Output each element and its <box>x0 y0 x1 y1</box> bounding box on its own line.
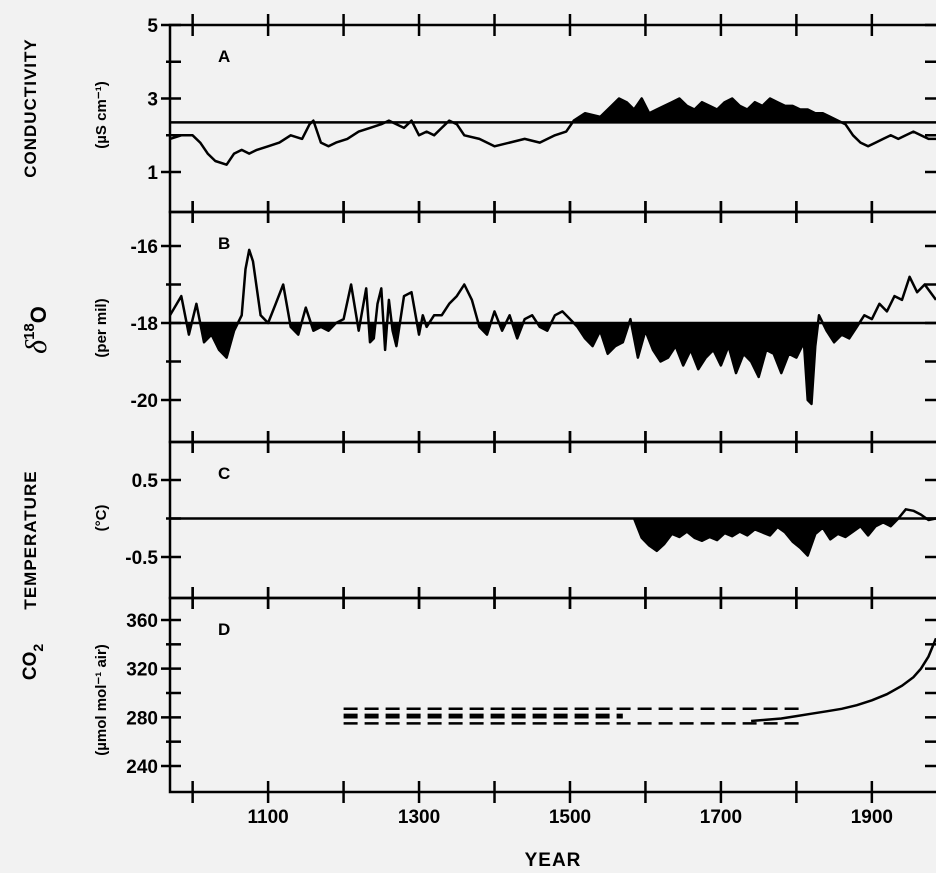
panel-a-letter: A <box>218 47 230 66</box>
panels-layer: 1 3 5 A -16 -18 -20 B 0.5 -0.5 C 240 280 320 360 D 1100 1… <box>125 14 936 828</box>
panel-d-co2-curve <box>751 637 936 723</box>
x-tick-label: 1900 <box>851 807 893 828</box>
x-axis-title: YEAR <box>525 850 582 871</box>
panel-c-letter: C <box>218 464 230 483</box>
conductivity-y-axis-title: CONDUCTIVITY <box>21 38 40 178</box>
x-tick-label: 1300 <box>398 807 440 828</box>
panel-d-y-tick-label: 240 <box>126 757 158 778</box>
panel-a-y-tick-label: 3 <box>147 90 158 111</box>
panel-a-y-tick-label: 1 <box>147 163 158 184</box>
panel-c: 0.5 -0.5 C <box>125 431 936 609</box>
panel-a-data-line <box>170 97 936 166</box>
panel-b-shaded-area <box>170 323 936 404</box>
x-tick-label: 1500 <box>549 807 591 828</box>
panel-b-shaded-group <box>170 323 936 404</box>
x-tick-label: 1100 <box>247 807 288 828</box>
panel-c-shaded-group <box>634 518 936 556</box>
temperature-y-axis-title: TEMPERATURE <box>21 470 40 609</box>
conductivity-y-axis-unit: (µS cm⁻¹) <box>93 81 110 148</box>
panel-b: -16 -18 -20 B <box>131 201 936 453</box>
panel-d-letter: D <box>218 620 230 639</box>
panel-d: 240 280 320 360 D <box>126 587 936 803</box>
temperature-y-axis-unit: (°C) <box>93 505 110 532</box>
panel-a-shaded-area <box>311 98 842 123</box>
d18o-y-axis-title: δ18O <box>20 306 53 354</box>
panel-a-shaded-group <box>311 98 842 123</box>
panel-d-y-tick-label: 280 <box>126 708 158 729</box>
panel-b-letter: B <box>218 234 230 253</box>
panel-c-y-tick-label: -0.5 <box>125 548 158 569</box>
panel-a: 1 3 5 A <box>147 14 936 223</box>
panel-b-y-tick-label: -18 <box>131 314 158 335</box>
d18o-y-axis-unit: (per mil) <box>93 298 110 357</box>
panel-b-y-tick-label: -20 <box>131 391 158 412</box>
co2-y-axis-unit: (µmol mol⁻¹ air) <box>93 644 110 756</box>
panel-c-y-tick-label: 0.5 <box>132 471 159 492</box>
panel-d-y-tick-label: 360 <box>126 611 158 632</box>
panel-c-data-line <box>632 508 936 557</box>
panel-c-shaded-area <box>634 518 936 556</box>
panel-d-y-tick-label: 320 <box>126 660 158 681</box>
panel-d-frame <box>168 596 936 794</box>
x-tick-label: 1700 <box>700 807 742 828</box>
panel-b-frame <box>168 210 936 444</box>
co2-y-axis-title: CO2 <box>20 644 46 681</box>
panel-b-y-tick-label: -16 <box>131 237 158 258</box>
panel-b-data-line <box>170 248 936 406</box>
panel-a-y-tick-label: 5 <box>147 16 158 37</box>
